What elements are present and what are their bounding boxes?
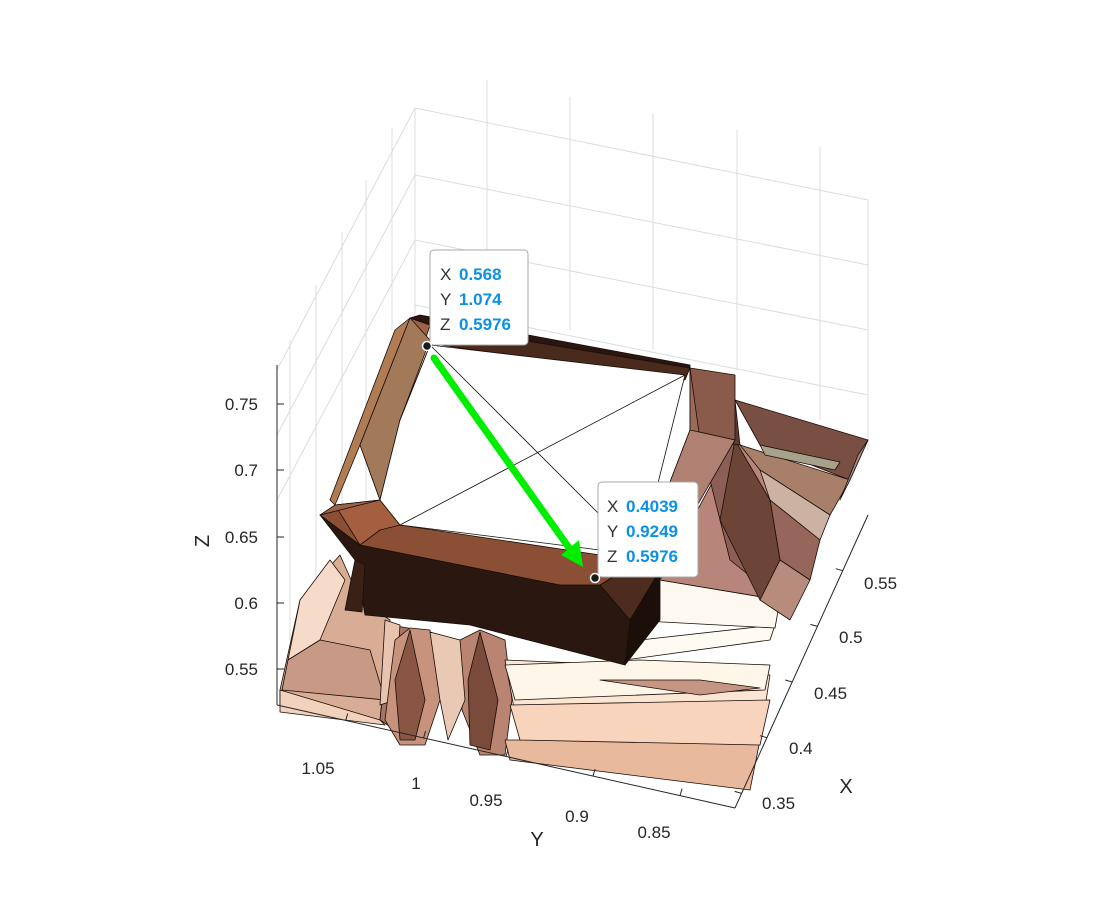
x-tick-mark [785,679,793,683]
x-tick-mark [734,790,742,794]
datatip-y-key: Y [440,290,451,309]
y-tick-mark [679,788,683,796]
x-axis-label: X [839,776,852,798]
datatip-y-key: Y [607,522,618,541]
x-tick-mark [759,735,768,739]
datatip-box [597,481,699,578]
z-tick-label: 0.55 [225,660,258,679]
datatip-2[interactable]: X 0.4039 Y 0.9249 Z 0.5976 [589,481,699,584]
x-axis-line [734,514,869,809]
z-tick-label: 0.7 [234,461,258,480]
datatip-x-value: 0.568 [459,265,502,284]
tick-marks [277,403,843,796]
datatip-z-key: Z [440,315,450,334]
x-tick-mark [835,568,843,572]
z-tick-label: 0.65 [225,528,258,547]
datatip-1[interactable]: X 0.568 Y 1.074 Z 0.5976 [421,249,529,352]
y-tick-label: 1 [411,774,420,793]
y-tick-labels: 1.05 1 0.95 0.9 0.85 [301,759,670,842]
datatip-marker[interactable] [421,340,433,352]
z-tick-labels: 0.75 0.7 0.65 0.6 0.55 [225,395,258,679]
y-tick-label: 0.9 [565,807,589,826]
datatip-z-value: 0.5976 [626,547,678,566]
x-tick-labels: 0.35 0.4 0.45 0.5 0.55 [762,574,897,813]
datatip-box [429,249,529,346]
z-axis-label: Z [192,535,214,547]
x-tick-label: 0.4 [789,739,813,758]
datatip-x-key: X [607,497,618,516]
datatip-y-value: 1.074 [459,290,502,309]
y-tick-label: 0.95 [469,791,502,810]
y-tick-mark [345,713,349,721]
datatip-z-key: Z [607,547,617,566]
x-tick-label: 0.35 [762,794,795,813]
surface-mesh [279,314,869,791]
green-arrow [430,354,583,567]
y-tick-label: 1.05 [301,759,334,778]
y-tick-mark [505,749,509,757]
x-tick-label: 0.45 [814,684,847,703]
x-tick-label: 0.55 [864,574,897,593]
x-tick-label: 0.5 [839,628,863,647]
x-tick-mark [810,623,818,627]
datatip-x-value: 0.4039 [626,497,678,516]
y-axis-label: Y [530,829,543,851]
y-tick-label: 0.85 [637,823,670,842]
datatip-marker[interactable] [589,572,601,584]
y-tick-mark [592,768,596,777]
z-tick-label: 0.6 [234,594,258,613]
datatip-y-value: 0.9249 [626,522,678,541]
datatip-z-value: 0.5976 [459,315,511,334]
y-tick-mark [423,730,427,739]
z-tick-label: 0.75 [225,395,258,414]
datatip-x-key: X [440,265,451,284]
